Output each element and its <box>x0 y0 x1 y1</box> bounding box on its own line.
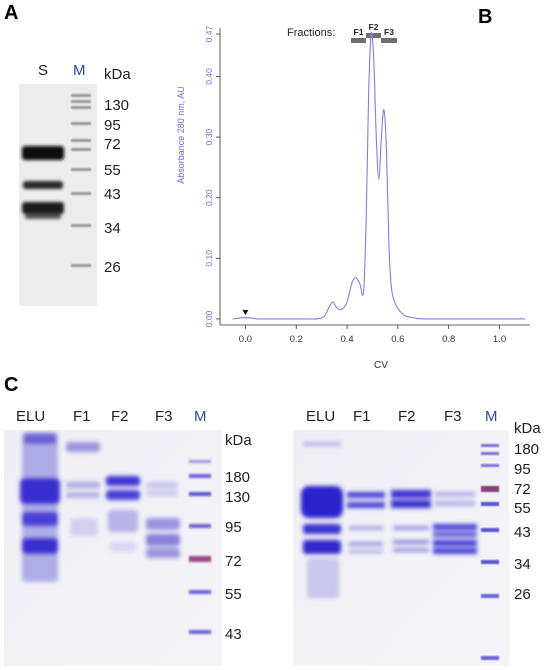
chart-axes <box>216 28 530 329</box>
right-marker-26: 26 <box>514 586 531 603</box>
marker-26: 26 <box>104 259 121 276</box>
marker-43: 43 <box>104 186 121 203</box>
x-tick-label: 1.0 <box>493 334 506 345</box>
y-tick-label: 0.00 <box>204 310 214 327</box>
left-marker-55: 55 <box>225 586 242 603</box>
left-marker-180: 180 <box>225 469 251 486</box>
injection-marker <box>242 309 249 315</box>
fraction-label-f2: F2 <box>369 22 379 32</box>
y-tick-label: 0.20 <box>204 189 214 206</box>
right-lane-label-m: M <box>485 408 498 425</box>
y-tick-label: 0.30 <box>204 129 214 146</box>
marker-130: 130 <box>104 97 130 114</box>
fraction-label-f1: F1 <box>354 27 364 37</box>
left-lane-label-f1: F1 <box>73 408 91 425</box>
x-tick-label: 0.4 <box>340 334 353 345</box>
absorbance-trace <box>232 32 525 320</box>
marker-72: 72 <box>104 136 121 153</box>
y-axis-label: Absorbance 280 nm, AU <box>176 86 186 184</box>
fraction-bars: F1 F2 F3 <box>351 22 397 43</box>
lane-label-m: M <box>73 62 86 79</box>
right-marker-95: 95 <box>514 461 531 478</box>
left-coomassie-gel <box>4 430 222 666</box>
x-tick-label: 0.6 <box>391 334 404 345</box>
fraction-bar-f3 <box>381 38 397 43</box>
right-marker-180: 180 <box>514 441 540 458</box>
y-tick-label: 0.10 <box>204 250 214 267</box>
y-tick-labels: 0.00 0.10 0.20 0.30 0.40 0.47 <box>204 26 214 328</box>
marker-34: 34 <box>104 220 121 237</box>
x-tick-label: 0.8 <box>442 334 455 345</box>
fractions-label: Fractions: <box>287 27 335 39</box>
x-axis-label: CV <box>374 360 388 371</box>
fraction-bar-f2 <box>366 33 381 38</box>
left-marker-43: 43 <box>225 626 242 643</box>
y-tick-label: 0.47 <box>204 26 214 43</box>
panel-a-label: A <box>4 2 19 24</box>
x-tick-labels: 0.0 0.2 0.4 0.6 0.8 1.0 <box>239 334 506 345</box>
right-lane-label-f2: F2 <box>398 408 416 425</box>
left-lane-label-f3: F3 <box>155 408 173 425</box>
western-blot-image <box>19 84 97 306</box>
left-kda-unit: kDa <box>225 432 252 449</box>
right-lane-label-f3: F3 <box>444 408 462 425</box>
right-lane-label-elu: ELU <box>306 408 336 425</box>
marker-95: 95 <box>104 117 121 134</box>
lane-label-s: S <box>38 62 49 79</box>
left-marker-72: 72 <box>225 553 242 570</box>
panel-c-label: C <box>4 374 19 396</box>
x-tick-label: 0.0 <box>239 334 252 345</box>
marker-55: 55 <box>104 162 121 179</box>
right-marker-72: 72 <box>514 481 531 498</box>
right-marker-34: 34 <box>514 556 531 573</box>
fraction-bar-f1 <box>351 38 366 43</box>
left-lane-label-f2: F2 <box>111 408 129 425</box>
kda-unit-label: kDa <box>104 66 131 83</box>
fraction-label-f3: F3 <box>384 27 394 37</box>
x-tick-label: 0.2 <box>290 334 303 345</box>
left-marker-95: 95 <box>225 519 242 536</box>
left-lane-label-m: M <box>194 408 207 425</box>
chromatogram-chart: Fractions: F1 F2 F3 0.000.100.200.300.400.… <box>176 22 530 371</box>
right-kda-unit: kDa <box>514 420 541 437</box>
right-marker-43: 43 <box>514 524 531 541</box>
panel-b-label: B <box>478 6 493 28</box>
left-marker-130: 130 <box>225 489 251 506</box>
right-coomassie-gel <box>293 430 509 666</box>
left-lane-label-elu: ELU <box>16 408 46 425</box>
right-marker-55: 55 <box>514 500 531 517</box>
right-lane-label-f1: F1 <box>353 408 371 425</box>
y-tick-label: 0.40 <box>204 68 214 85</box>
